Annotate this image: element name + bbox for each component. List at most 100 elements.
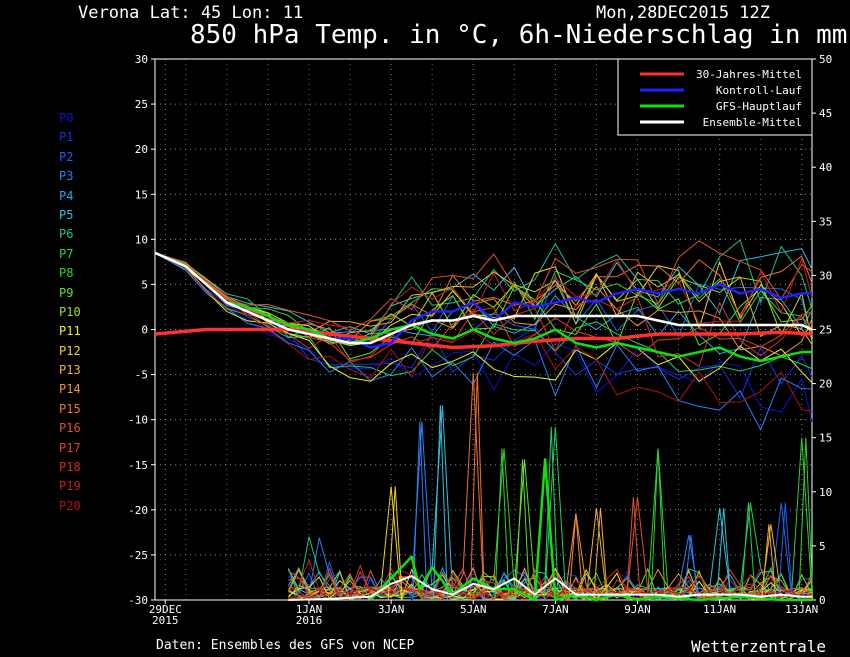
y-tick-label: 20 (135, 143, 148, 156)
member-label: P8 (59, 266, 74, 281)
axes: 302520151050-5-10-15-20-25-3050454035302… (128, 53, 832, 627)
x-tick-label: 7JAN (542, 603, 569, 616)
member-precip-line (288, 566, 813, 601)
brand-label: Wetterzentrale (691, 637, 826, 656)
y2-tick-label: 30 (819, 269, 832, 282)
y2-tick-label: 50 (819, 53, 832, 66)
member-temp-line (154, 248, 813, 335)
member-label: P19 (59, 479, 81, 494)
legend-label: Kontroll-Lauf (716, 84, 802, 97)
member-label: P9 (59, 285, 74, 300)
y-tick-label: -5 (135, 369, 148, 382)
y-tick-label: 10 (135, 233, 148, 246)
precip-peak (494, 448, 510, 601)
member-label: P16 (59, 421, 81, 436)
y-tick-label: 0 (141, 324, 148, 337)
member-temp-line (154, 252, 813, 422)
x-tick-label: 11JAN (703, 603, 736, 616)
x-tick-label: 29DEC (149, 603, 182, 616)
x-tick-label: 1JAN (296, 603, 323, 616)
precip-peak (412, 421, 428, 601)
member-temp-line (154, 252, 813, 431)
y-tick-label: -15 (128, 459, 148, 472)
series-line (154, 251, 812, 363)
member-label: P1 (59, 130, 74, 145)
series-lines (154, 251, 813, 363)
x-tick-label-year: 2015 (152, 614, 179, 627)
y-tick-label: -25 (128, 549, 148, 562)
y2-tick-label: 15 (819, 432, 832, 445)
member-label: P0 (59, 111, 74, 125)
x-tick-label-year: 2016 (296, 614, 323, 627)
member-temp-line (154, 252, 813, 346)
precip-peak (716, 507, 732, 601)
member-precip-line (288, 372, 813, 601)
member-label: P11 (59, 324, 81, 339)
member-label: P15 (59, 401, 81, 416)
member-label: P14 (59, 382, 81, 397)
precip-peak (798, 437, 814, 601)
member-label: P18 (59, 460, 81, 475)
member-label: P7 (59, 246, 74, 261)
precip-peak (593, 507, 609, 601)
y2-tick-label: 45 (819, 107, 832, 120)
legend-label: Ensemble-Mittel (703, 116, 802, 129)
member-label: P10 (59, 304, 81, 319)
member-temp-line (154, 240, 813, 332)
y2-tick-label: 0 (819, 594, 826, 607)
y2-tick-label: 10 (819, 486, 832, 499)
legend-box (617, 58, 813, 136)
y-tick-label: 30 (135, 53, 148, 66)
x-tick-label: 3JAN (378, 603, 405, 616)
legend-label: 30-Jahres-Mittel (696, 68, 802, 81)
series-line (154, 327, 813, 350)
member-label: P2 (59, 149, 74, 164)
y-tick-label: -10 (128, 414, 148, 427)
member-label: P4 (59, 188, 74, 203)
member-temp-line (154, 252, 813, 412)
gfs-precip-line (369, 458, 812, 602)
member-label: P20 (59, 498, 81, 513)
member-label: P3 (59, 169, 74, 184)
precip-peak (777, 502, 793, 601)
precip-peak (740, 502, 756, 601)
precip-peak (625, 497, 641, 601)
y2-tick-label: 25 (819, 324, 832, 337)
precip-peak (683, 535, 699, 601)
legend-label: GFS-Hauptlauf (716, 100, 802, 113)
x-tick-label: 9JAN (624, 603, 651, 616)
member-label: P6 (59, 227, 74, 242)
location-label: Verona Lat: 45 Lon: 11 (78, 3, 304, 23)
y2-tick-label: 40 (819, 161, 832, 174)
member-label: P5 (59, 207, 74, 222)
precip-peak (568, 513, 584, 601)
chart-title: 850 hPa Temp. in °C, 6h-Niederschlag in … (190, 20, 848, 50)
legend: 30-Jahres-Mittel Kontroll-Lauf GFS-Hauptla… (617, 58, 813, 136)
precip-peak (543, 426, 559, 601)
member-precip-line (288, 569, 813, 600)
precip-peak (432, 405, 448, 601)
y2-tick-label: 5 (819, 540, 826, 553)
precip-peak (515, 459, 531, 601)
member-label: P13 (59, 363, 81, 378)
member-label: P17 (59, 440, 81, 455)
y2-tick-label: 35 (819, 215, 832, 228)
y-tick-label: 5 (141, 278, 148, 291)
member-list: P0 P1 P2 P3 P4 P5 P6 P7 P8 P9 P10 P11 P12 P13 P14 P15 P1… (59, 109, 81, 516)
run-time-label: Mon,28DEC2015 12Z (596, 3, 770, 23)
precip-peak (469, 372, 485, 601)
x-tick-label: 13JAN (785, 603, 818, 616)
y-tick-label: 15 (135, 188, 148, 201)
y2-tick-label: 20 (819, 378, 832, 391)
precip-peak (650, 448, 666, 601)
y-tick-label: 25 (135, 98, 148, 111)
precip-peak (761, 524, 777, 601)
precip-peak (387, 486, 403, 601)
member-temp-line (154, 252, 813, 383)
mean-precip-line (288, 575, 812, 601)
precip-lines (287, 372, 814, 602)
x-tick-label: 5JAN (460, 603, 487, 616)
y-tick-label: -30 (128, 594, 148, 607)
series-line (154, 251, 813, 345)
